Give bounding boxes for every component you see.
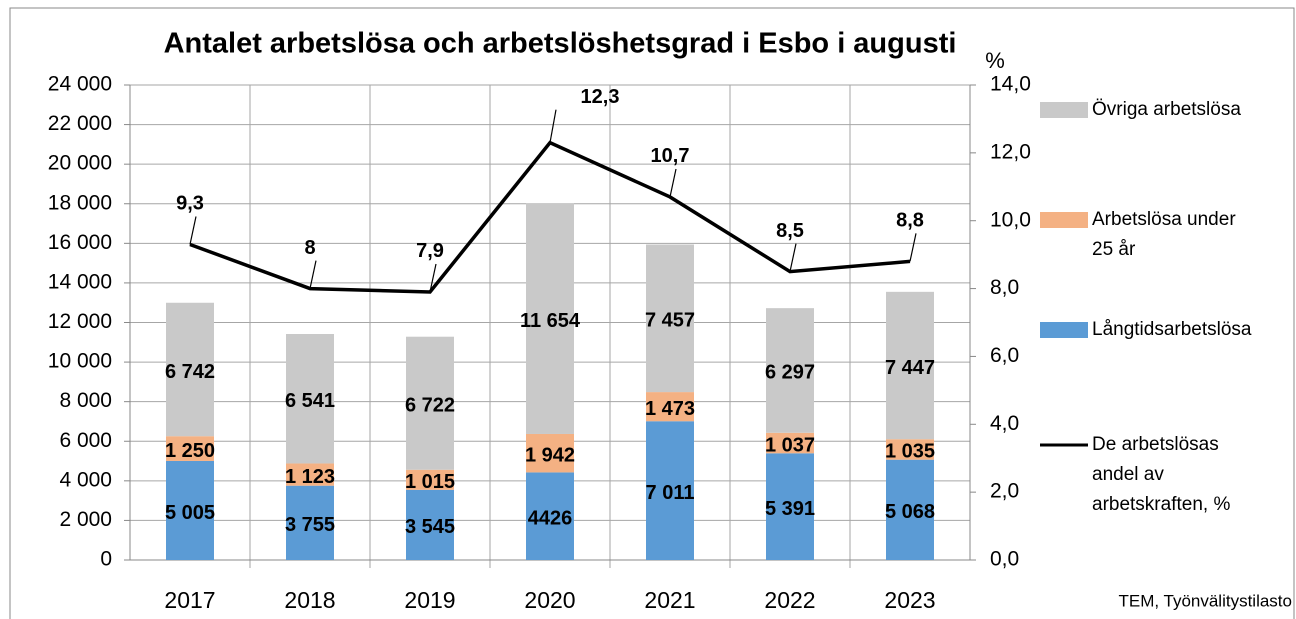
x-tick-label: 2021 — [644, 587, 695, 613]
bar-segment — [406, 489, 454, 560]
y-tick-label: 0 — [100, 548, 112, 571]
bar-segment — [166, 436, 214, 461]
data-label: 1 250 — [165, 440, 215, 462]
bar-segment — [166, 460, 214, 560]
y-tick-label: 8 000 — [59, 389, 112, 412]
bar-segment — [526, 472, 574, 560]
bar-segment — [286, 333, 334, 464]
chart-title: Antalet arbetslösa och arbetslöshetsgrad… — [164, 28, 957, 60]
y2-tick-label: 6,0 — [990, 344, 1019, 367]
data-label: 1 037 — [765, 434, 815, 456]
bar-segment — [406, 469, 454, 490]
y2-tick-label: 4,0 — [990, 412, 1019, 435]
bar-segment — [646, 244, 694, 393]
bar-segment — [886, 459, 934, 560]
y2-tick-label: 14,0 — [990, 73, 1031, 96]
data-label: 5 068 — [885, 501, 935, 523]
y-tick-label: 10 000 — [48, 350, 112, 373]
bar-segment — [646, 392, 694, 422]
data-label: 6 297 — [765, 362, 815, 384]
bar-segment — [766, 453, 814, 560]
legend-label: De arbetslösas andel av arbetskraften, % — [1092, 434, 1231, 515]
x-tick-label: 2022 — [764, 587, 815, 613]
legend-label: Arbetslösa under 25 år — [1092, 209, 1236, 260]
leader-line — [309, 260, 317, 289]
leader-line — [189, 216, 197, 245]
data-label: 3 755 — [285, 514, 335, 536]
bar-segment — [526, 433, 574, 473]
leader-line — [429, 263, 437, 293]
y2-tick-label: 2,0 — [990, 480, 1019, 503]
leader-line — [789, 243, 797, 272]
x-tick-label: 2019 — [404, 587, 455, 613]
leader-line — [549, 109, 557, 143]
y2-tick-label: 8,0 — [990, 276, 1019, 299]
data-label: 1 473 — [645, 398, 695, 420]
x-tick-label: 2020 — [524, 587, 575, 613]
legend-swatch — [1040, 212, 1088, 228]
y-tick-label: 20 000 — [48, 152, 112, 175]
bar-segment — [526, 203, 574, 434]
data-label: 1 942 — [525, 444, 575, 466]
line-data-label: 12,3 — [581, 86, 620, 108]
y-tick-label: 22 000 — [48, 112, 112, 135]
y-tick-label: 6 000 — [59, 429, 112, 452]
bar-segment — [286, 463, 334, 486]
data-label: 11 654 — [520, 310, 581, 332]
legend-swatch — [1040, 102, 1088, 118]
bar-segment — [286, 485, 334, 560]
data-label: 6 541 — [285, 390, 335, 412]
data-label: 7 457 — [645, 310, 695, 332]
bar-segment — [646, 421, 694, 560]
line-data-label: 8 — [304, 237, 315, 259]
y2-tick-label: 0,0 — [990, 548, 1019, 571]
y-tick-label: 12 000 — [48, 310, 112, 333]
data-label: 6 742 — [165, 361, 215, 383]
data-label: 1 015 — [405, 471, 455, 493]
y2-tick-label: 12,0 — [990, 140, 1031, 163]
line-data-label: 7,9 — [416, 240, 444, 262]
y2-tick-label: 10,0 — [990, 208, 1031, 231]
y-tick-label: 4 000 — [59, 468, 112, 491]
bar-segment — [886, 439, 934, 460]
line-data-label: 8,5 — [776, 220, 804, 242]
bar-segment — [766, 432, 814, 454]
data-label: 7 011 — [646, 482, 695, 504]
data-label: 3 545 — [405, 516, 455, 538]
bar-segment — [166, 302, 214, 437]
data-label: 1 035 — [885, 441, 935, 463]
line-data-label: 8,8 — [896, 210, 924, 232]
x-tick-label: 2018 — [284, 587, 335, 613]
y-tick-label: 2 000 — [59, 508, 112, 531]
bar-segment — [406, 336, 454, 470]
leader-line — [669, 168, 677, 198]
legend-swatch — [1040, 322, 1088, 338]
data-label: 7 447 — [885, 357, 935, 379]
y-tick-label: 14 000 — [48, 270, 112, 293]
y2-axis-label: % — [985, 48, 1005, 73]
x-tick-label: 2017 — [164, 587, 215, 613]
data-label: 1 123 — [285, 466, 335, 488]
line-data-label: 10,7 — [651, 145, 690, 167]
bar-segment — [766, 308, 814, 433]
source: TEM, Työnvälitystilasto — [1118, 591, 1292, 610]
legend-label: Långtidsarbetslösa — [1092, 319, 1252, 340]
data-label: 6 722 — [405, 395, 455, 417]
line-data-label: 9,3 — [176, 193, 204, 215]
x-tick-label: 2023 — [884, 587, 935, 613]
data-label: 5 005 — [165, 502, 215, 524]
frame — [9, 7, 1295, 619]
y-tick-label: 18 000 — [48, 191, 112, 214]
bar-segment — [886, 291, 934, 440]
y-tick-label: 16 000 — [48, 231, 112, 254]
data-label: 5 391 — [765, 498, 815, 520]
leader-line — [909, 233, 917, 262]
legend-label: Övriga arbetslösa — [1092, 99, 1241, 120]
y-tick-label: 24 000 — [48, 73, 112, 96]
data-label: 4426 — [528, 507, 573, 529]
